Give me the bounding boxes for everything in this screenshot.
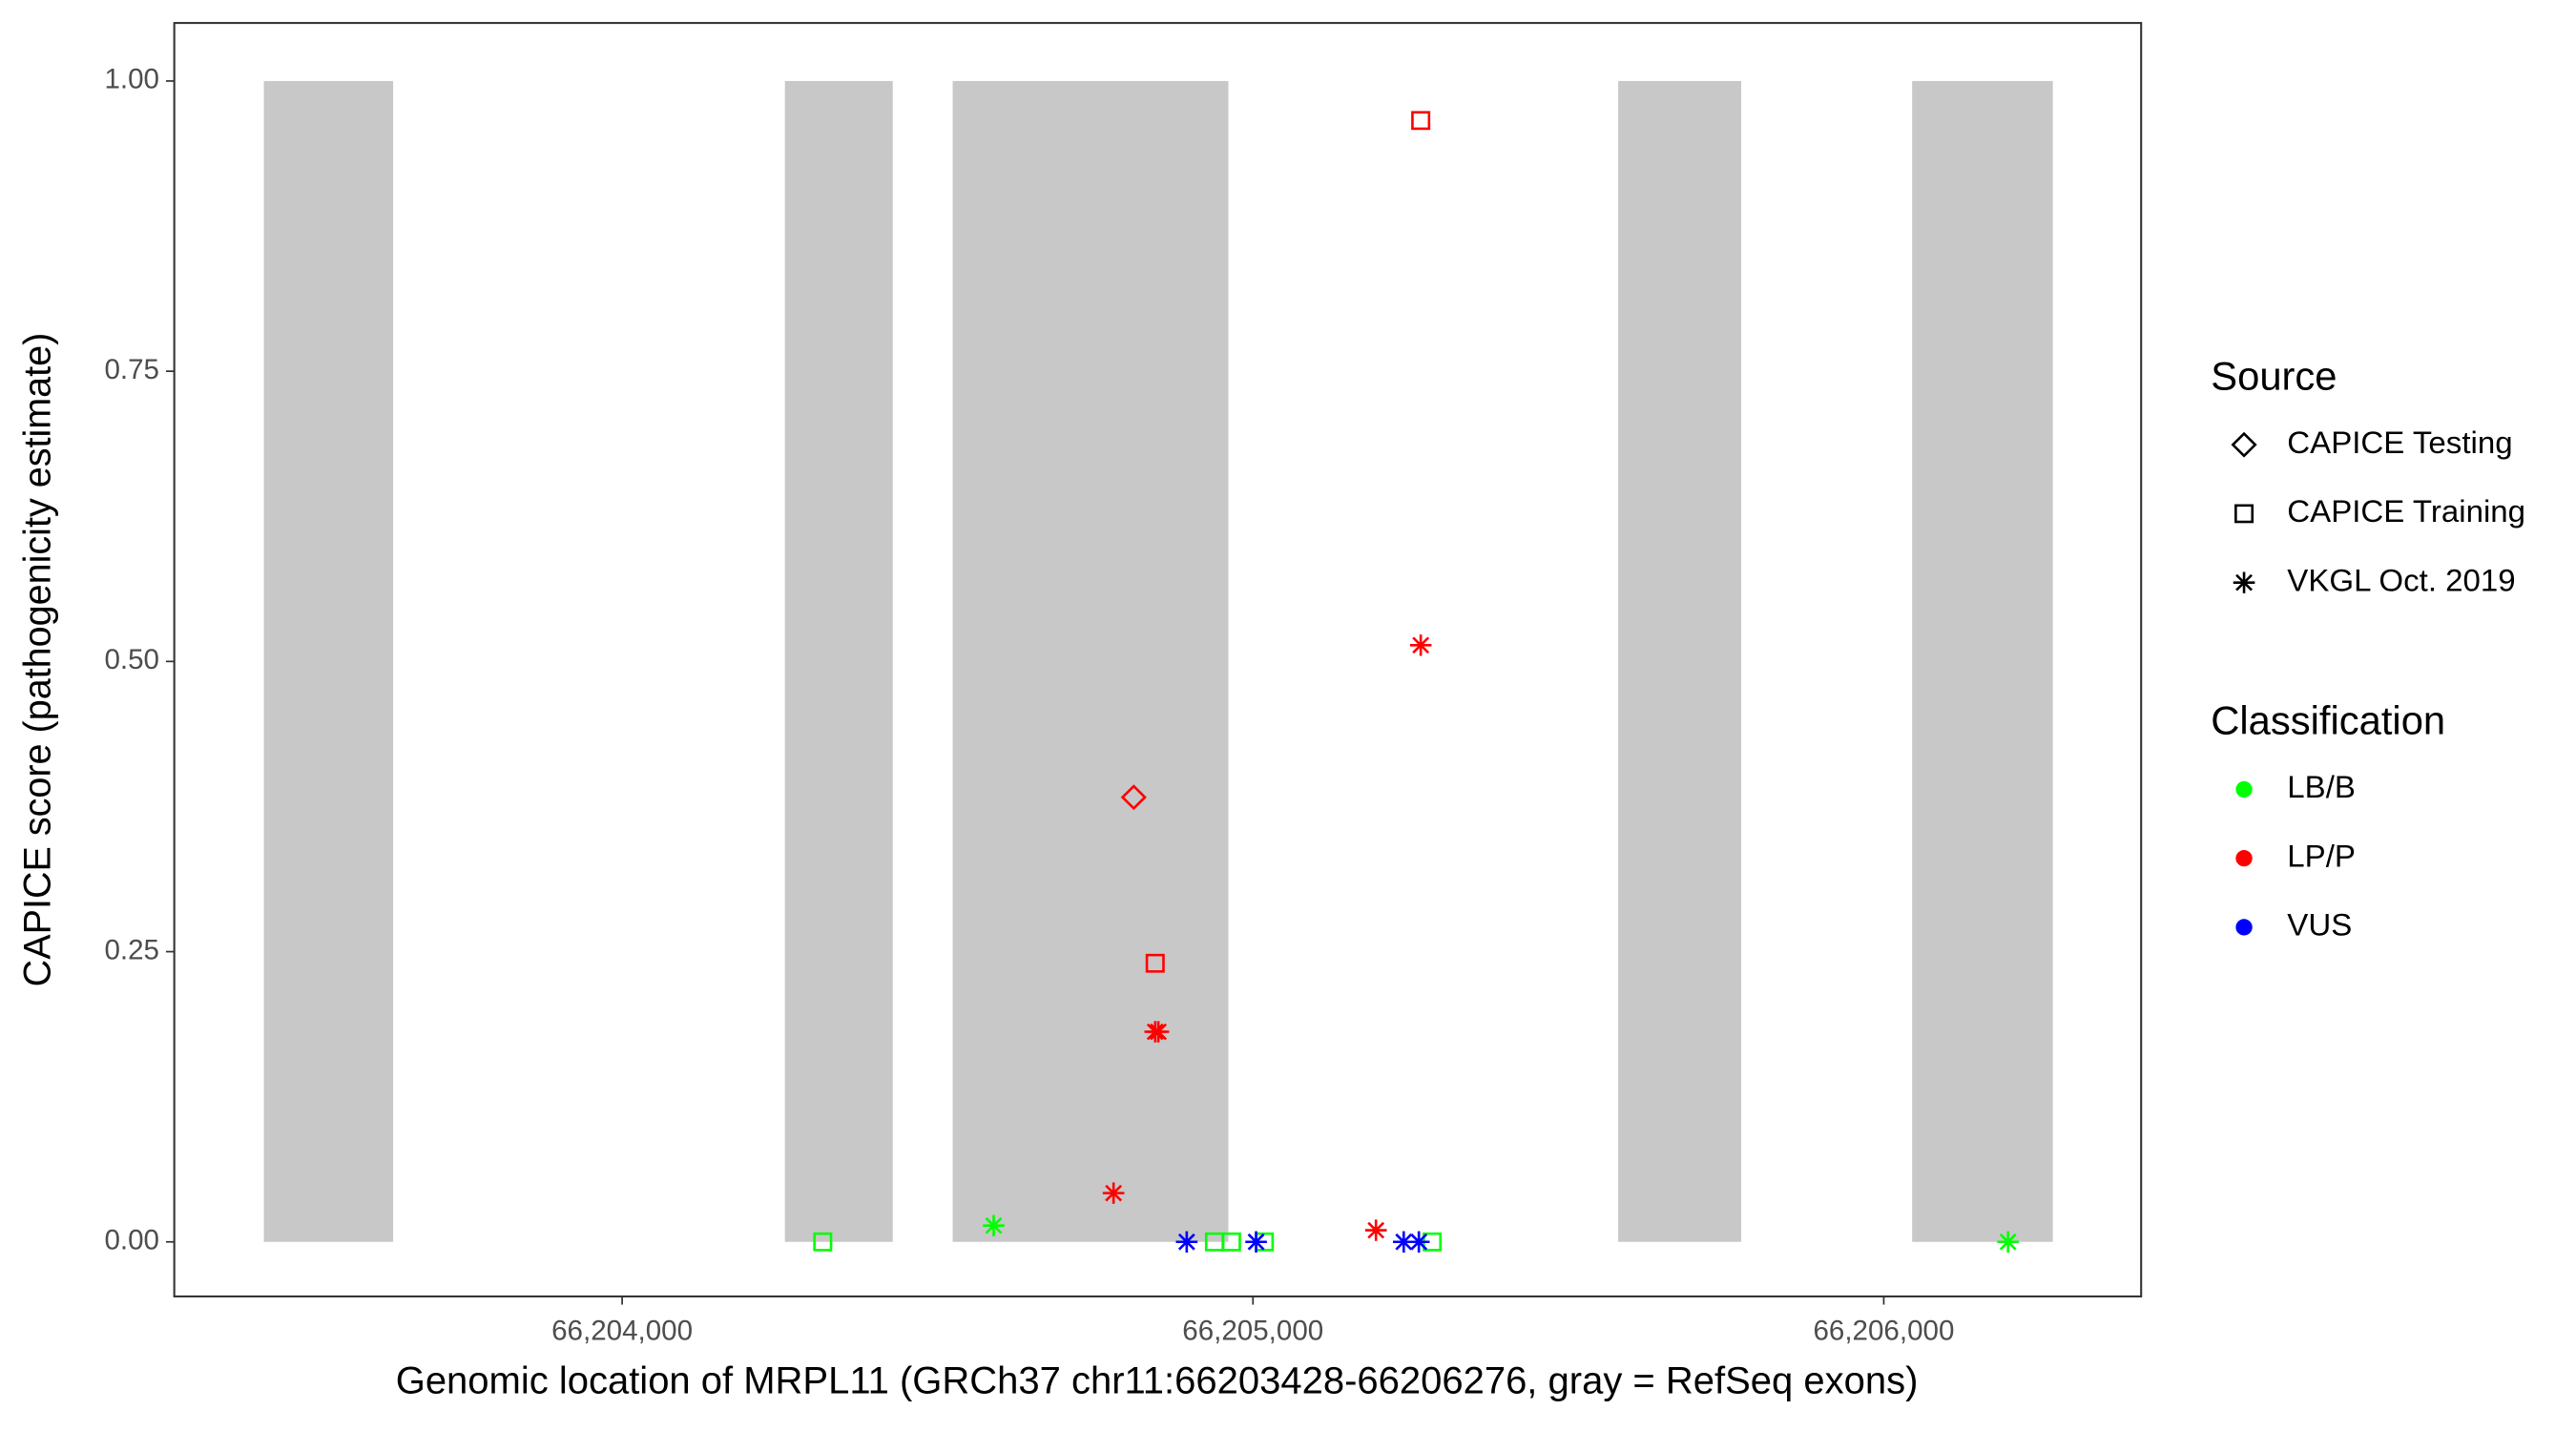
point bbox=[1145, 953, 1165, 973]
asterisk-stroke bbox=[1367, 1221, 1385, 1239]
asterisk-stroke bbox=[1410, 1233, 1428, 1251]
point bbox=[1997, 1231, 2020, 1253]
y-tick-label: 0.25 bbox=[104, 934, 159, 965]
legend-label: VUS bbox=[2287, 907, 2352, 943]
legend-label: CAPICE Testing bbox=[2287, 425, 2512, 460]
legend-dot bbox=[2235, 780, 2253, 798]
point bbox=[1407, 1231, 1430, 1253]
point bbox=[813, 1232, 833, 1252]
diamond-marker bbox=[1120, 784, 1147, 811]
legend-key bbox=[2231, 431, 2257, 458]
exon bbox=[784, 80, 893, 1242]
point bbox=[1364, 1219, 1387, 1241]
asterisk-stroke bbox=[2235, 573, 2253, 591]
panel-border bbox=[173, 22, 2143, 1297]
diamond-marker bbox=[2231, 431, 2257, 458]
asterisk-stroke bbox=[1247, 1233, 1265, 1251]
legend-title: Classification bbox=[2211, 698, 2445, 743]
y-tick-label: 0.00 bbox=[104, 1225, 159, 1256]
x-tick-label: 66,206,000 bbox=[1813, 1316, 1954, 1347]
asterisk-stroke bbox=[1395, 1233, 1413, 1251]
legend-key bbox=[2233, 571, 2255, 593]
square-marker bbox=[2234, 504, 2254, 524]
asterisk-stroke bbox=[1150, 1023, 1168, 1041]
point bbox=[983, 1214, 1005, 1236]
legend-label: CAPICE Training bbox=[2287, 493, 2525, 529]
y-tick-label: 1.00 bbox=[104, 64, 159, 95]
square-marker bbox=[1221, 1232, 1241, 1252]
x-tick-label: 66,204,000 bbox=[551, 1316, 693, 1347]
asterisk-stroke bbox=[1105, 1184, 1123, 1202]
x-axis-title: Genomic location of MRPL11 (GRCh37 chr11… bbox=[396, 1360, 1919, 1402]
point bbox=[1175, 1231, 1198, 1253]
point bbox=[1120, 784, 1147, 811]
square-marker bbox=[1145, 953, 1165, 973]
legend-title: Source bbox=[2211, 353, 2337, 398]
square-marker bbox=[813, 1232, 833, 1252]
exon bbox=[263, 80, 394, 1242]
legend-label: VKGL Oct. 2019 bbox=[2287, 562, 2515, 597]
legend-dot bbox=[2235, 919, 2253, 936]
asterisk-stroke bbox=[1177, 1233, 1195, 1251]
point bbox=[1221, 1232, 1241, 1252]
legend-key bbox=[2234, 504, 2254, 524]
point bbox=[1147, 1021, 1170, 1043]
asterisk-stroke bbox=[985, 1216, 1003, 1234]
x-tick-label: 66,205,000 bbox=[1182, 1316, 1323, 1347]
point bbox=[1245, 1231, 1267, 1253]
exon bbox=[952, 80, 1229, 1242]
asterisk-stroke bbox=[1999, 1233, 2017, 1251]
asterisk-stroke bbox=[1412, 636, 1430, 654]
y-tick-label: 0.75 bbox=[104, 354, 159, 385]
legend-key bbox=[2235, 850, 2253, 867]
legend-key bbox=[2235, 919, 2253, 936]
legend-key bbox=[2235, 780, 2253, 798]
legend-dot bbox=[2235, 850, 2253, 867]
legend-label: LB/B bbox=[2287, 769, 2356, 804]
point bbox=[1102, 1182, 1125, 1204]
square-marker bbox=[1411, 111, 1431, 131]
point bbox=[1409, 634, 1432, 656]
point bbox=[1411, 111, 1431, 131]
exon bbox=[1618, 80, 1742, 1242]
y-tick-label: 0.50 bbox=[104, 644, 159, 675]
y-axis-title: CAPICE score (pathogenicity estimate) bbox=[16, 333, 58, 987]
exon bbox=[1912, 80, 2053, 1242]
legend-label: LP/P bbox=[2287, 838, 2356, 873]
